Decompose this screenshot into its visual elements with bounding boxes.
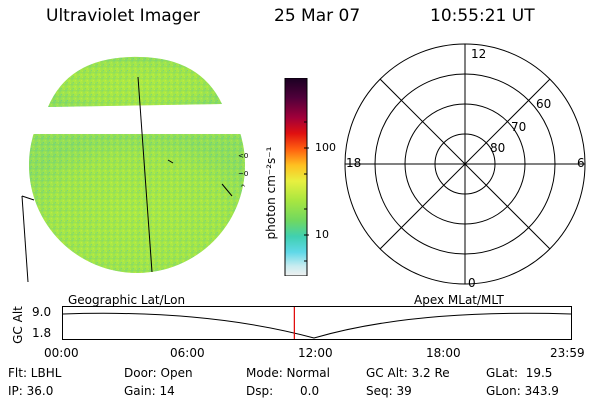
- lat-label-70: 70: [511, 120, 527, 134]
- gain-status: Gain: 14: [124, 384, 175, 398]
- filter-status: Flt: LBHL: [8, 366, 62, 380]
- seq-status: Seq: 39: [366, 384, 412, 398]
- image-time: 10:55:21 UT: [430, 6, 535, 26]
- timeline-y-axis-label: GC Alt: [11, 306, 25, 344]
- terminator-line: [137, 76, 153, 273]
- mlt-label-0: 0: [468, 276, 476, 290]
- colorbar-tick-100: 100: [315, 141, 336, 154]
- glon-status: GLon: 343.9: [486, 384, 559, 398]
- timeline-xtick-1: 06:00: [170, 346, 205, 360]
- svg-text:^: ^: [240, 184, 246, 192]
- glat-status: GLat: 19.5: [486, 366, 553, 380]
- colorbar-tick-10: 10: [315, 228, 329, 241]
- image-date: 25 Mar 07: [274, 6, 361, 26]
- timeline-ytick-high: 9.0: [32, 305, 52, 319]
- ip-status: IP: 36.0: [8, 384, 54, 398]
- instrument-title: Ultraviolet Imager: [46, 6, 200, 26]
- timeline-right-title: Apex MLat/MLT: [414, 293, 504, 307]
- mode-status: Mode: Normal: [246, 366, 330, 380]
- door-status: Door: Open: [124, 366, 193, 380]
- color-bar-ticks: [304, 121, 309, 262]
- coastline-mark: <0: [238, 152, 248, 160]
- altitude-curve: [62, 312, 572, 339]
- altitude-timeline: [62, 306, 572, 340]
- mlt-label-6: 6: [577, 156, 585, 170]
- timeline-xtick-4: 23:59: [550, 346, 585, 360]
- timeline-left-title: Geographic Lat/Lon: [68, 293, 186, 307]
- timeline-xtick-3: 18:00: [426, 346, 461, 360]
- gc-alt-status: GC Alt: 3.2 Re: [366, 366, 450, 380]
- svg-text:~0: ~0: [238, 170, 248, 178]
- earth-disk-image: [29, 56, 245, 273]
- timeline-xtick-0: 00:00: [44, 346, 79, 360]
- lat-label-80: 80: [490, 141, 506, 155]
- colorbar-unit-label: photon cm⁻²s⁻¹: [264, 146, 278, 240]
- mlt-label-18: 18: [346, 156, 362, 170]
- color-bar: [284, 78, 308, 276]
- polar-plot: [344, 43, 586, 285]
- limb-line: [21, 195, 29, 283]
- timeline-ytick-low: 1.8: [32, 326, 52, 340]
- dsp-value: 0.0: [300, 384, 320, 398]
- mlt-label-12: 12: [471, 47, 487, 61]
- timeline-xtick-2: 12:00: [298, 346, 333, 360]
- lat-label-60: 60: [536, 97, 552, 111]
- uv-image-panel: <0 ~0 ^: [21, 56, 248, 283]
- dsp-label: Dsp:: [246, 384, 274, 398]
